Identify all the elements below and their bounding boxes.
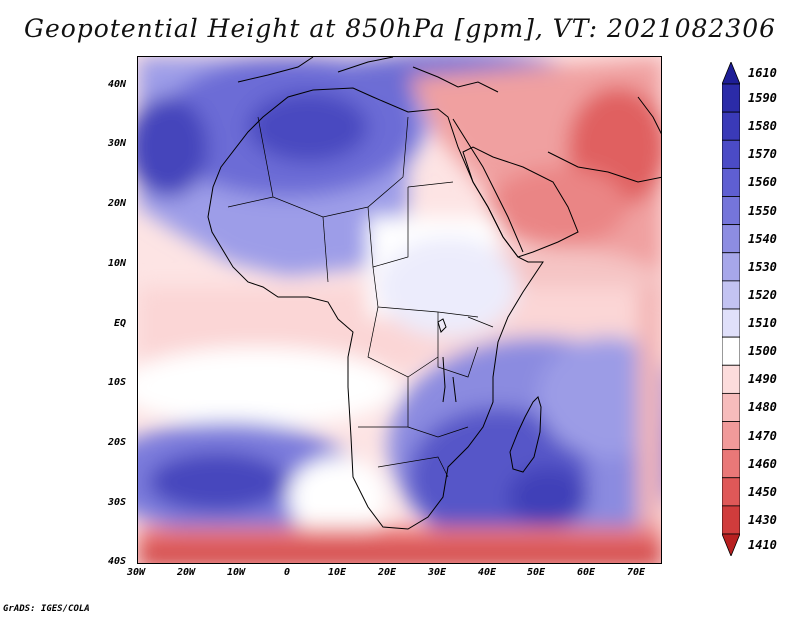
borders — [227, 116, 494, 478]
lat-label-10s: 10S — [108, 377, 127, 388]
colorbar-box — [722, 252, 740, 282]
lon-label-40e: 40E — [478, 567, 497, 578]
map-title: Geopotential Height at 850hPa [gpm], VT:… — [23, 14, 777, 43]
colorbar-label: 1550 — [748, 203, 777, 218]
lat-label-10n: 10N — [108, 258, 127, 269]
colorbar-bottom-arrow — [722, 533, 740, 556]
lon-label-30w: 30W — [127, 567, 146, 578]
colorbar-label: 1410 — [748, 538, 777, 552]
colorbar-box — [722, 336, 740, 366]
colorbar-label: 1570 — [748, 147, 777, 162]
colorbar-label: 1430 — [748, 512, 777, 527]
lat-label-30n: 30N — [108, 138, 127, 149]
colorbar-label: 1470 — [748, 428, 777, 443]
colorbar-label: 1490 — [748, 372, 777, 387]
colorbar-label: 1530 — [748, 259, 777, 274]
coastlines — [207, 57, 661, 530]
height-field — [138, 57, 661, 563]
colorbar-boxes — [722, 62, 740, 556]
colorbar-label: 1520 — [748, 287, 777, 302]
colorbar-label: 1460 — [748, 456, 777, 471]
lon-label-70e: 70E — [627, 567, 646, 578]
colorbar-label: 1590 — [748, 91, 777, 106]
lat-label-20n: 20N — [108, 198, 127, 209]
colorbar-box — [722, 505, 740, 535]
lakes — [437, 318, 457, 403]
colorbar-label: 1610 — [748, 66, 777, 80]
map-svg — [138, 57, 661, 563]
lon-label-10w: 10W — [227, 567, 246, 578]
colorbar-box — [722, 477, 740, 507]
lat-label-eq: EQ — [114, 318, 127, 329]
colorbar-label: 1450 — [748, 484, 777, 499]
colorbar-box — [722, 280, 740, 310]
colorbar-top-arrow — [722, 62, 740, 85]
lon-label-60e: 60E — [577, 567, 596, 578]
colorbar-label: 1560 — [748, 175, 777, 190]
lon-label-30e: 30E — [428, 567, 447, 578]
colorbar-box — [722, 196, 740, 226]
lon-label-20e: 20E — [378, 567, 397, 578]
colorbar-label: 1480 — [748, 400, 777, 415]
colorbar-box — [722, 111, 740, 141]
lon-label-0: 0 — [284, 567, 291, 578]
colorbar-box — [722, 421, 740, 451]
colorbar-label: 1500 — [748, 344, 777, 359]
lat-label-20s: 20S — [108, 437, 127, 448]
map-plot — [137, 56, 662, 564]
lon-label-20w: 20W — [177, 567, 196, 578]
colorbar-box — [722, 167, 740, 197]
colorbar-label: 1540 — [748, 231, 777, 246]
lat-label-40n: 40N — [108, 79, 127, 90]
credit-text: GrADS: IGES/COLA — [3, 604, 90, 614]
colorbar-box — [722, 224, 740, 254]
colorbar-box — [722, 139, 740, 169]
colorbar-box — [722, 83, 740, 113]
colorbar-box — [722, 364, 740, 394]
colorbar-label: 1510 — [748, 316, 777, 331]
colorbar — [722, 62, 740, 556]
lat-label-40s: 40S — [108, 556, 127, 567]
lat-label-30s: 30S — [108, 497, 127, 508]
lon-label-10e: 10E — [328, 567, 347, 578]
lon-label-50e: 50E — [527, 567, 546, 578]
colorbar-label: 1580 — [748, 119, 777, 134]
colorbar-box — [722, 392, 740, 422]
colorbar-box — [722, 308, 740, 338]
colorbar-box — [722, 449, 740, 479]
